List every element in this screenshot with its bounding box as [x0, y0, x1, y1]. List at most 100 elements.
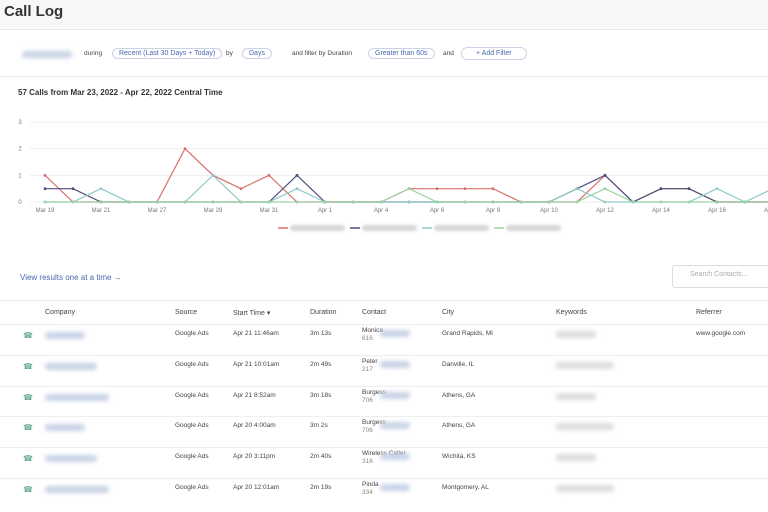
point [715, 200, 719, 204]
row-divider [0, 385, 768, 387]
point [715, 187, 719, 191]
point [295, 200, 299, 204]
point [631, 200, 635, 204]
cell: Montgomery, AL [442, 484, 489, 491]
contact-name: Burgess [362, 388, 386, 396]
point [575, 187, 579, 191]
point [43, 200, 47, 204]
row-divider [0, 354, 768, 356]
view-one-link[interactable]: View results one at a time → [20, 273, 122, 282]
cell: Google Ads [175, 391, 209, 399]
page-title: Call Log [4, 3, 64, 20]
blurred-company[interactable] [45, 362, 97, 370]
cell: Athens, GA [442, 422, 476, 430]
row-divider [0, 324, 768, 325]
series-line [45, 188, 768, 203]
point [463, 187, 467, 191]
cell: 2m 19s [310, 484, 332, 491]
cell: Apr 20 3:11pm [233, 453, 276, 461]
point [295, 173, 299, 177]
contact-name: Peter [362, 357, 378, 365]
cell: Danville, IL [442, 360, 475, 368]
cell: Google Ads [175, 484, 209, 491]
range-select[interactable]: Recent (Last 30 Days + Today) [112, 48, 223, 59]
point [743, 200, 747, 204]
cell: Apr 20 4:00am [233, 422, 276, 430]
point [127, 200, 131, 204]
phone-icon: ☎ [23, 423, 33, 433]
blurred-company[interactable] [45, 486, 109, 493]
row-divider [0, 478, 768, 479]
cell: 3m 18s [310, 391, 332, 399]
legend-blurred-name [362, 225, 417, 231]
divider [0, 300, 768, 301]
point [519, 200, 523, 204]
row-divider [0, 447, 768, 449]
blurred-company[interactable] [45, 455, 97, 463]
blurred-keywords [556, 392, 596, 400]
phone-icon: ☎ [23, 331, 33, 340]
column-header: Duration [310, 309, 337, 316]
point [407, 187, 411, 191]
cell: Apr 21 11:46am [233, 330, 279, 337]
phone-icon: ☎ [23, 361, 33, 371]
label: by [226, 50, 233, 57]
contact-phone: 316 [362, 458, 373, 466]
phone-icon: ☎ [23, 392, 33, 402]
x-tick-label: Apr 12 [596, 208, 614, 214]
search-box[interactable] [672, 265, 768, 288]
column-header[interactable]: Start Time ▾ [233, 310, 271, 317]
series-line [45, 174, 768, 203]
point [603, 200, 607, 204]
point [687, 200, 691, 204]
column-header: Contact [362, 309, 387, 316]
blurred-contact [380, 330, 410, 337]
chart: 0 1 2 3 Mar 19 Mar 21 Mar 27 Mar 29 Mar 31 Apr 1 A… [18, 120, 768, 231]
cell: Wichita, KS [442, 453, 476, 461]
x-tick-label: Mar 19 [36, 208, 55, 214]
x-tick-label: Apr 8 [486, 208, 501, 214]
contact-phone: 706 [362, 427, 373, 435]
column-header: Company [45, 309, 75, 316]
label: and [443, 50, 454, 57]
point [183, 147, 187, 151]
phone-icon: ☎ [23, 454, 33, 464]
y-tick-label: 0 [18, 200, 22, 206]
point [547, 200, 551, 204]
point [267, 200, 271, 204]
point [659, 200, 663, 204]
add-filter-button[interactable]: + Add Filter [461, 47, 527, 60]
blurred-company[interactable] [45, 424, 85, 432]
blurred-account [22, 51, 72, 58]
point [435, 187, 439, 191]
label: during [84, 50, 103, 57]
cell: 2m 40s [310, 453, 332, 461]
y-tick-label: 2 [18, 147, 22, 153]
cell: www.google.com [696, 330, 746, 337]
search-placeholder: Search Contacts... [690, 271, 748, 278]
point [435, 200, 439, 204]
interval-select[interactable]: Days [242, 48, 272, 59]
divider [0, 29, 768, 30]
x-tick-label: Mar 27 [148, 208, 167, 214]
blurred-contact [380, 453, 410, 461]
label: and filter by Duration [292, 50, 352, 57]
x-tick-label: Apr 16 [708, 208, 726, 214]
header-bar [0, 0, 768, 28]
point [463, 200, 467, 204]
y-tick-label: 1 [18, 173, 22, 179]
blurred-keywords [556, 331, 596, 338]
x-tick-label: Mar 21 [92, 208, 111, 214]
cell: 3m 2s [310, 422, 328, 430]
blurred-company[interactable] [45, 393, 109, 401]
point [575, 200, 579, 204]
series-line [45, 174, 768, 203]
point [603, 187, 607, 191]
cell: Google Ads [175, 422, 209, 430]
column-header: Referrer [696, 309, 722, 316]
blurred-company[interactable] [45, 332, 85, 339]
point [99, 187, 103, 191]
point [687, 187, 691, 191]
duration-select[interactable]: Greater than 60s [368, 48, 435, 59]
divider [0, 76, 768, 77]
